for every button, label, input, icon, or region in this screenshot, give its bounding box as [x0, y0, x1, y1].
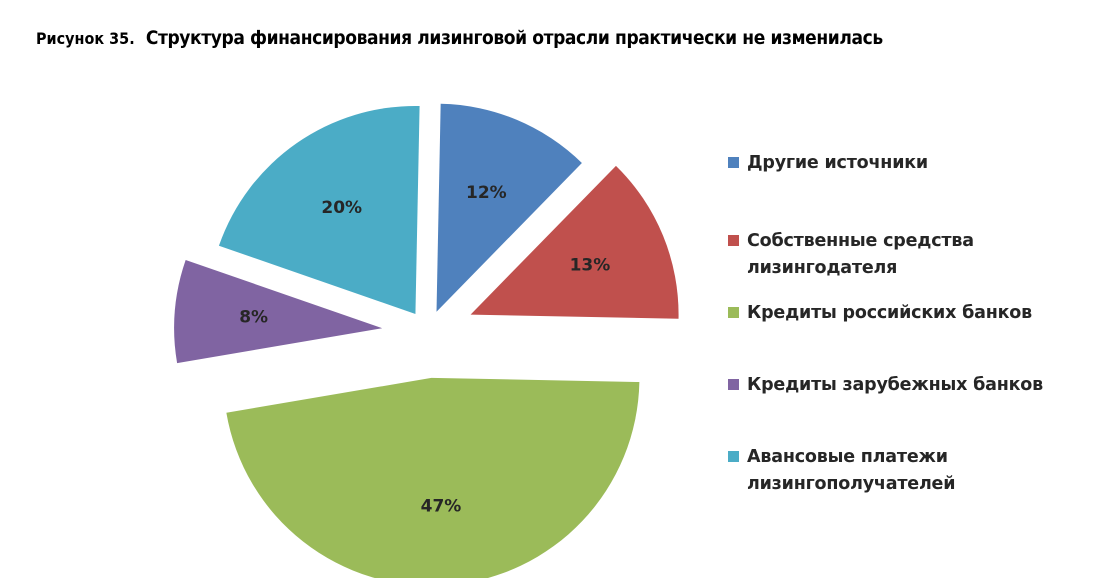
slice-label-4: 8%: [239, 308, 268, 328]
slice-label-1: 12%: [466, 183, 507, 203]
figure-label: Рисунок 35.: [36, 29, 135, 48]
legend-item-4: Кредиты зарубежных банков: [728, 372, 1077, 399]
pie-slice-labels: 12% 13% 47% 8% 20%: [239, 183, 610, 517]
slice-label-5: 20%: [321, 198, 362, 218]
legend-swatch: [728, 307, 739, 318]
legend-swatch: [728, 157, 739, 168]
legend-label: Кредиты зарубежных банков: [747, 375, 1043, 395]
slice-label-3: 47%: [421, 496, 462, 516]
legend-label: Кредиты российских банков: [747, 303, 1032, 323]
pie-slice-1: [436, 103, 582, 312]
pie-slices: [174, 103, 679, 578]
legend-item-3: Кредиты российских банков: [728, 300, 1077, 327]
legend-label: Другие источники: [747, 153, 928, 173]
legend-label: Собственные средства лизингодателя: [747, 231, 974, 278]
legend-swatch: [728, 235, 739, 246]
figure-title-text: Структура финансирования лизинговой отра…: [145, 27, 883, 49]
legend-item-1: Другие источники: [728, 150, 1077, 177]
pie-slice-5: [218, 105, 420, 314]
legend-label: Авансовые платежи лизингополучателей: [747, 447, 956, 494]
figure-title: Рисунок 35. Структура финансирования лиз…: [36, 14, 883, 52]
legend-item-2: Собственные средства лизингодателя: [728, 228, 1077, 282]
legend-swatch: [728, 451, 739, 462]
pie-slice-4: [174, 259, 383, 364]
legend-item-5: Авансовые платежи лизингополучателей: [728, 444, 1077, 498]
pie-slice-2: [470, 165, 679, 319]
legend-swatch: [728, 379, 739, 390]
slice-label-2: 13%: [570, 256, 611, 276]
pie-slice-3: [226, 377, 640, 578]
